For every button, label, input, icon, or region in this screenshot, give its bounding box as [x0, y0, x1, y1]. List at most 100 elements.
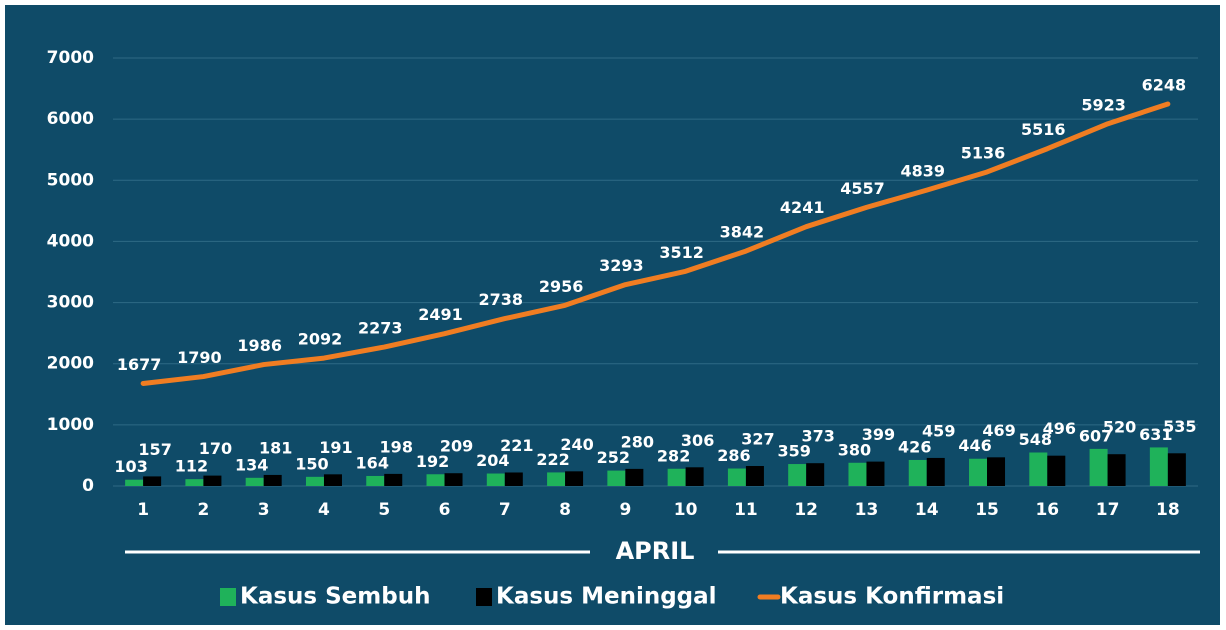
y-tick-label: 2000: [47, 354, 94, 374]
data-label: 2092: [298, 330, 343, 349]
data-label: 3842: [720, 223, 765, 242]
x-tick-label: 17: [1096, 500, 1120, 520]
x-tick-label: 15: [975, 500, 999, 520]
data-label: 4241: [780, 198, 825, 217]
y-tick-label: 4000: [47, 231, 94, 251]
data-label: 496: [1043, 419, 1076, 438]
data-label: 399: [862, 425, 895, 444]
data-label: 170: [199, 439, 232, 458]
bar: [1089, 448, 1108, 486]
bar: [667, 468, 686, 486]
bar: [969, 458, 988, 486]
data-label: 3293: [599, 256, 644, 275]
data-label: 2738: [479, 290, 524, 309]
data-label: 1790: [177, 348, 222, 367]
data-label: 103: [114, 457, 147, 476]
bar: [1029, 452, 1048, 486]
y-tick-label: 1000: [47, 415, 94, 435]
x-tick-label: 4: [318, 500, 330, 520]
bar: [788, 464, 807, 486]
data-label: 286: [717, 446, 750, 465]
bar: [143, 476, 162, 486]
data-label: 240: [560, 435, 593, 454]
data-label: 2491: [418, 305, 463, 324]
bar: [245, 477, 264, 486]
data-label: 5923: [1081, 95, 1126, 114]
bar: [1107, 454, 1126, 486]
bar: [806, 463, 825, 486]
data-label: 535: [1163, 417, 1196, 436]
data-label: 112: [175, 457, 208, 476]
data-label: 548: [1019, 430, 1052, 449]
data-label: 192: [416, 452, 449, 471]
data-label: 181: [259, 438, 292, 457]
data-label: 280: [621, 432, 654, 451]
data-label: 2273: [358, 319, 403, 338]
data-label: 157: [138, 440, 171, 459]
bar: [444, 473, 463, 486]
bar: [547, 472, 566, 486]
bar: [305, 476, 324, 486]
bar: [607, 470, 626, 486]
y-tick-label: 0: [82, 476, 94, 496]
data-label: 446: [958, 436, 991, 455]
bar: [125, 479, 144, 486]
background: [5, 5, 1220, 625]
data-label: 607: [1079, 426, 1112, 445]
data-label: 306: [681, 431, 714, 450]
x-tick-label: 12: [794, 500, 818, 520]
data-label: 198: [380, 437, 413, 456]
bar: [727, 468, 746, 486]
data-label: 282: [657, 446, 690, 465]
x-tick-label: 10: [674, 500, 698, 520]
x-tick-label: 9: [619, 500, 631, 520]
x-tick-label: 8: [559, 500, 571, 520]
bar: [866, 461, 885, 486]
bar: [908, 459, 927, 486]
data-label: 134: [235, 455, 268, 474]
data-label: 2956: [539, 277, 584, 296]
data-label: 359: [777, 442, 810, 461]
data-label: 3512: [659, 243, 704, 262]
data-label: 631: [1139, 425, 1172, 444]
bar: [987, 457, 1006, 486]
y-tick-label: 3000: [47, 293, 94, 313]
bar: [1047, 455, 1066, 486]
x-tick-label: 3: [258, 500, 270, 520]
legend-label: Kasus Konfirmasi: [780, 584, 1004, 610]
bar: [565, 471, 584, 486]
bar: [1167, 453, 1186, 486]
data-label: 327: [741, 430, 774, 449]
bar: [486, 473, 505, 486]
bar: [848, 462, 867, 486]
bar: [685, 467, 704, 486]
x-tick-label: 18: [1156, 500, 1180, 520]
data-label: 469: [982, 421, 1015, 440]
x-tick-label: 14: [915, 500, 939, 520]
data-label: 380: [838, 440, 871, 459]
data-label: 5136: [961, 143, 1006, 162]
bar: [504, 472, 523, 486]
legend-swatch: [476, 588, 492, 606]
data-label: 4839: [900, 162, 945, 181]
data-label: 1677: [117, 355, 162, 374]
data-label: 6248: [1142, 75, 1187, 94]
data-label: 5516: [1021, 120, 1066, 139]
bar: [1149, 447, 1168, 486]
legend-swatch: [220, 588, 236, 606]
data-label: 4557: [840, 179, 885, 198]
bar: [384, 473, 403, 486]
bar: [745, 466, 764, 486]
x-tick-label: 6: [439, 500, 451, 520]
data-label: 150: [295, 454, 328, 473]
x-tick-label: 1: [137, 500, 149, 520]
x-tick-label: 13: [855, 500, 879, 520]
y-tick-label: 7000: [47, 48, 94, 68]
x-tick-label: 11: [734, 500, 758, 520]
bar: [625, 468, 644, 486]
data-label: 373: [801, 427, 834, 446]
legend-label: Kasus Meninggal: [496, 584, 717, 610]
bar: [203, 475, 222, 486]
data-label: 252: [597, 448, 630, 467]
